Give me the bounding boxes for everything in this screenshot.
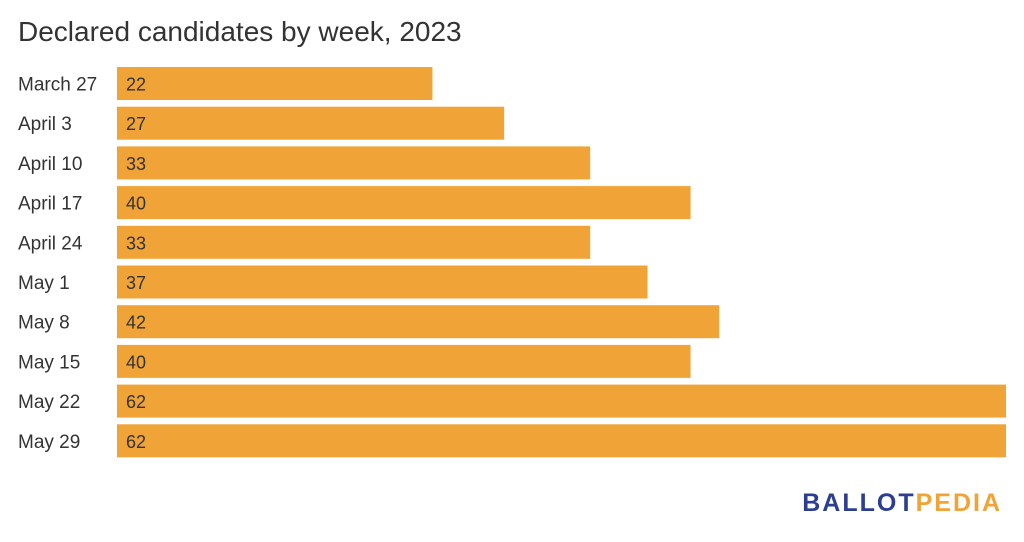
bar-april-3 <box>117 106 505 140</box>
logo-part-pedia: PEDIA <box>915 489 1002 517</box>
category-label: March 27 <box>18 75 97 96</box>
value-label: 33 <box>126 233 146 253</box>
bar-may-1 <box>117 265 648 299</box>
category-label: May 8 <box>18 313 70 334</box>
category-label: May 29 <box>18 432 80 453</box>
category-label: April 17 <box>18 194 82 215</box>
category-label: April 10 <box>18 154 82 175</box>
value-label: 42 <box>126 313 146 333</box>
category-label: April 3 <box>18 114 72 135</box>
category-label: May 22 <box>18 392 80 413</box>
chart-title: Declared candidates by week, 2023 <box>18 16 462 47</box>
bar-april-10 <box>117 146 591 180</box>
value-label: 37 <box>126 273 146 293</box>
value-label: 62 <box>126 392 146 412</box>
ballotpedia-logo: BALLOTPEDIA <box>802 489 1002 518</box>
bar-april-24 <box>117 225 591 259</box>
bar-may-29 <box>117 424 1006 458</box>
bar-april-17 <box>117 186 691 220</box>
category-label: April 24 <box>18 233 83 254</box>
logo-part-ballot: BALLOT <box>802 489 916 517</box>
category-label: May 15 <box>18 352 80 373</box>
value-label: 40 <box>126 352 146 372</box>
value-label: 40 <box>126 194 146 214</box>
value-label: 33 <box>126 154 146 174</box>
category-label: May 1 <box>18 273 70 294</box>
bar-march-27 <box>117 67 433 100</box>
bar-may-22 <box>117 384 1006 418</box>
bar-may-15 <box>117 344 691 378</box>
value-label: 27 <box>126 114 146 134</box>
value-label: 62 <box>126 432 146 452</box>
value-label: 22 <box>126 75 146 95</box>
bar-may-8 <box>117 305 720 339</box>
